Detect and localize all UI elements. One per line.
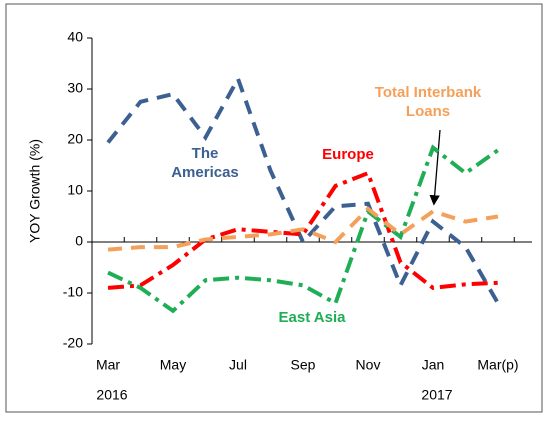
y-tick-label: 40 (67, 29, 83, 45)
x-tick-label: Mar (96, 357, 120, 373)
y-tick-label: 20 (67, 131, 83, 147)
year-label: 2017 (421, 387, 452, 403)
annotation: The (192, 145, 219, 162)
series-line (107, 144, 500, 314)
frame (5, 3, 543, 413)
y-tick-label: -10 (63, 284, 83, 300)
x-tick-label: Jan (422, 357, 445, 373)
annotation: Total Interbank (375, 84, 482, 101)
y-tick-label: 10 (67, 182, 83, 198)
x-tick-label: Nov (356, 357, 381, 373)
y-tick-label: -20 (63, 335, 83, 351)
x-tick-label: Sep (291, 357, 316, 373)
y-tick-label: 30 (67, 80, 83, 96)
annotation: Americas (171, 164, 239, 181)
annotation: East Asia (279, 309, 347, 326)
series-line (106, 73, 500, 305)
series-line (107, 206, 499, 252)
y-axis-label: YOY Growth (%) (27, 139, 43, 243)
x-tick-label: May (160, 357, 186, 373)
x-tick-label: Jul (229, 357, 247, 373)
x-tick-label: Mar(p) (477, 357, 518, 373)
series-line (107, 170, 499, 290)
year-label: 2016 (96, 387, 127, 403)
annotation: Europe (322, 146, 374, 163)
y-tick-label: 0 (75, 233, 83, 249)
arrow (429, 129, 441, 206)
annotation: Loans (406, 103, 450, 120)
